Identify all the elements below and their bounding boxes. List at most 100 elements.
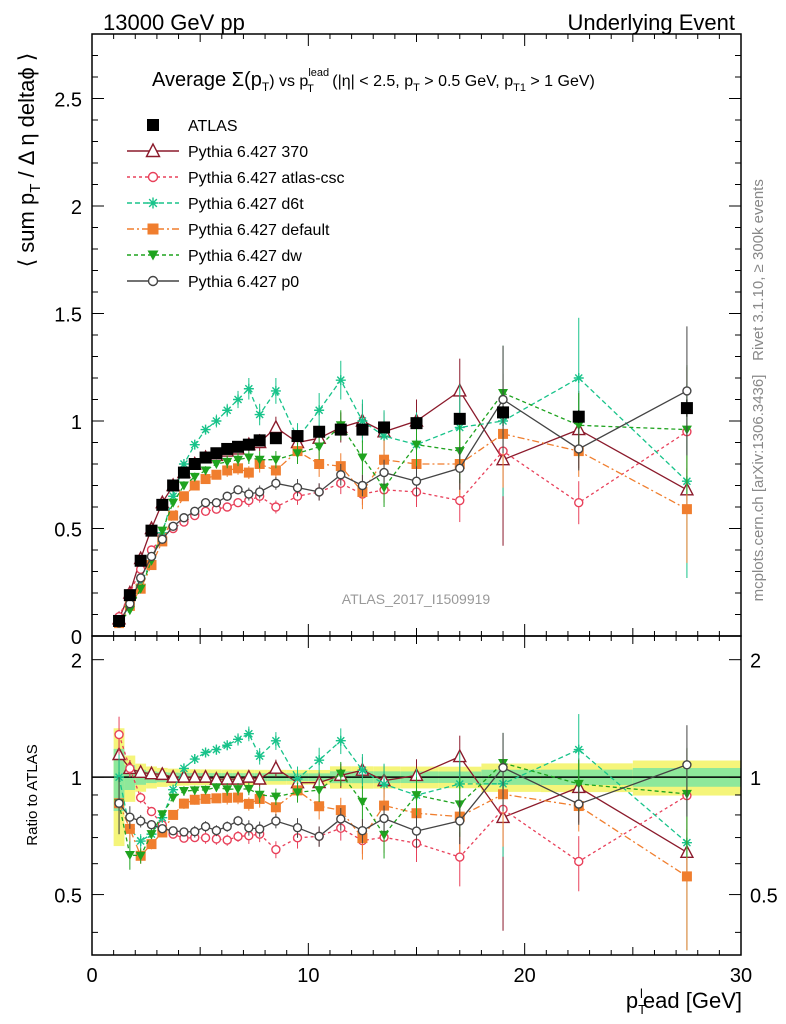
- ratio-point-pythia-6-427-dw: [233, 785, 244, 795]
- plot-title: Average Σ(pT) vs plead T (|η| < 2.5, pT >…: [152, 67, 595, 95]
- ratio-point-pythia-6-427-atlas-csc: [125, 763, 135, 774]
- title-cut2: > 0.5 GeV, p: [420, 73, 513, 90]
- ratio-point-pythia-6-427-dw: [270, 792, 281, 802]
- ratio-point-pythia-6-427-p0: [379, 813, 389, 824]
- data-point-atlas: [410, 417, 423, 430]
- data-point-pythia-6-427-d6t: [254, 409, 265, 420]
- ratio-point-pythia-6-427-p0: [233, 816, 243, 826]
- data-point-pythia-6-427-d6t: [189, 439, 200, 450]
- data-point-pythia-6-427-p0: [190, 506, 200, 516]
- title-cut2-sub: T1: [513, 82, 526, 94]
- data-point-atlas: [221, 442, 234, 455]
- legend-item-pythia-6-427-d6t: Pythia 6.427 d6t: [127, 196, 304, 213]
- legend-label: Pythia 6.427 dw: [188, 248, 302, 265]
- ratio-point-pythia-6-427-d6t: [270, 735, 281, 746]
- legend-marker: [147, 223, 159, 235]
- y-tick-label: 2.5: [54, 90, 82, 112]
- data-point-pythia-6-427-d6t: [314, 405, 325, 416]
- data-point-pythia-6-427-dw: [573, 421, 584, 431]
- ratio-point-pythia-6-427-default: [243, 798, 254, 809]
- ratio-y-tick-label: 1: [71, 768, 82, 790]
- legend-label: Pythia 6.427 370: [188, 144, 308, 161]
- data-point-pythia-6-427-default: [189, 480, 200, 491]
- data-point-pythia-6-427-atlas-csc: [574, 498, 584, 508]
- data-point-pythia-6-427-default: [681, 504, 692, 515]
- ratio-point-pythia-6-427-dw: [314, 786, 325, 796]
- x-tick-label: 10: [297, 965, 319, 987]
- ratio-series-pythia-6-427-p0: [114, 725, 692, 849]
- data-point-pythia-6-427-p0: [244, 489, 254, 499]
- legend-label: ATLAS: [188, 118, 238, 135]
- data-point-pythia-6-427-p0: [179, 513, 189, 523]
- legend-item-pythia-6-427-atlas-csc: Pythia 6.427 atlas-csc: [127, 170, 345, 187]
- ratio-point-pythia-6-427-p0: [244, 823, 254, 833]
- data-point-atlas: [680, 402, 693, 415]
- ylabel-main: ⟨ sum p: [14, 193, 39, 268]
- data-point-atlas: [156, 498, 169, 511]
- data-point-atlas: [210, 447, 223, 460]
- ratio-point-pythia-6-427-370: [133, 764, 148, 779]
- legend-marker: [147, 197, 159, 209]
- main-series-layer: [111, 317, 695, 629]
- series-pythia-6-427-370: [111, 358, 695, 625]
- data-point-atlas: [269, 432, 282, 445]
- data-point-pythia-6-427-dw: [314, 442, 325, 452]
- ratio-point-pythia-6-427-d6t: [200, 747, 211, 758]
- data-point-pythia-6-427-dw: [357, 453, 368, 463]
- data-point-pythia-6-427-dw: [411, 440, 422, 450]
- rivet-label: Rivet 3.1.10, ≥ 300k events: [750, 179, 767, 361]
- series-pythia-6-427-p0: [114, 326, 692, 628]
- ratio-point-pythia-6-427-d6t: [168, 784, 179, 795]
- legend: ATLAS Pythia 6.427 370 Pythia 6.427 atlas-…: [127, 118, 345, 291]
- ratio-point-pythia-6-427-p0: [357, 825, 368, 836]
- data-point-pythia-6-427-default: [200, 474, 211, 485]
- legend-item-pythia-6-427-370: Pythia 6.427 370: [127, 142, 308, 161]
- ratio-point-pythia-6-427-atlas-csc: [271, 844, 281, 855]
- ratio-series-layer: [111, 714, 695, 951]
- ratio-point-pythia-6-427-p0: [114, 798, 124, 808]
- data-point-atlas: [334, 423, 347, 436]
- ratio-point-pythia-6-427-dw: [292, 788, 303, 798]
- ratio-point-pythia-6-427-default: [189, 794, 200, 805]
- ratio-point-pythia-6-427-default: [222, 792, 233, 803]
- ratio-point-pythia-6-427-dw: [211, 783, 222, 793]
- ratio-point-pythia-6-427-default: [233, 792, 244, 803]
- data-point-pythia-6-427-p0: [271, 478, 281, 489]
- data-point-atlas: [497, 406, 510, 419]
- data-point-pythia-6-427-p0: [574, 444, 584, 454]
- legend-label: Pythia 6.427 default: [188, 222, 330, 239]
- ratio-y-tick-label: 2: [71, 651, 82, 673]
- data-point-pythia-6-427-dw: [178, 481, 189, 491]
- data-point-pythia-6-427-370: [268, 419, 284, 434]
- ratio-point-pythia-6-427-dw: [157, 810, 168, 820]
- ratio-point-pythia-6-427-p0: [211, 825, 222, 836]
- data-point-pythia-6-427-default: [168, 510, 179, 521]
- series-pythia-6-427-dw: [114, 345, 692, 629]
- data-point-pythia-6-427-dw: [254, 455, 265, 465]
- ratio-point-pythia-6-427-d6t: [135, 836, 146, 847]
- data-point-pythia-6-427-p0: [411, 476, 422, 486]
- data-point-pythia-6-427-default: [314, 459, 325, 469]
- series-pythia-6-427-atlas-csc: [114, 367, 692, 622]
- ratio-point-pythia-6-427-default: [314, 801, 325, 812]
- ratio-y-tick-label-right: 0.5: [750, 886, 778, 908]
- data-point-pythia-6-427-default: [233, 463, 244, 474]
- ylabel-rest: / Δ η deltaϕ ⟩: [14, 53, 39, 184]
- legend-label: Pythia 6.427 d6t: [188, 196, 304, 213]
- data-point-pythia-6-427-d6t: [573, 373, 584, 383]
- data-point-atlas: [113, 614, 126, 627]
- data-point-pythia-6-427-dw: [292, 449, 303, 459]
- ratio-point-pythia-6-427-atlas-csc: [222, 835, 232, 845]
- ratio-point-pythia-6-427-370: [252, 770, 267, 785]
- x-axis-label: pTlead [GeV]: [626, 986, 742, 1017]
- title-vs: ) vs p: [269, 73, 308, 90]
- data-point-pythia-6-427-d6t: [222, 405, 233, 416]
- legend-label: Pythia 6.427 p0: [188, 274, 299, 291]
- header-left: 13000 GeV pp: [103, 10, 245, 35]
- data-point-pythia-6-427-p0: [222, 491, 232, 501]
- ratio-point-pythia-6-427-default: [270, 802, 281, 813]
- data-point-pythia-6-427-atlas-csc: [222, 502, 232, 512]
- title-main: Average Σ(p: [152, 69, 262, 91]
- ratio-point-pythia-6-427-d6t: [314, 755, 325, 766]
